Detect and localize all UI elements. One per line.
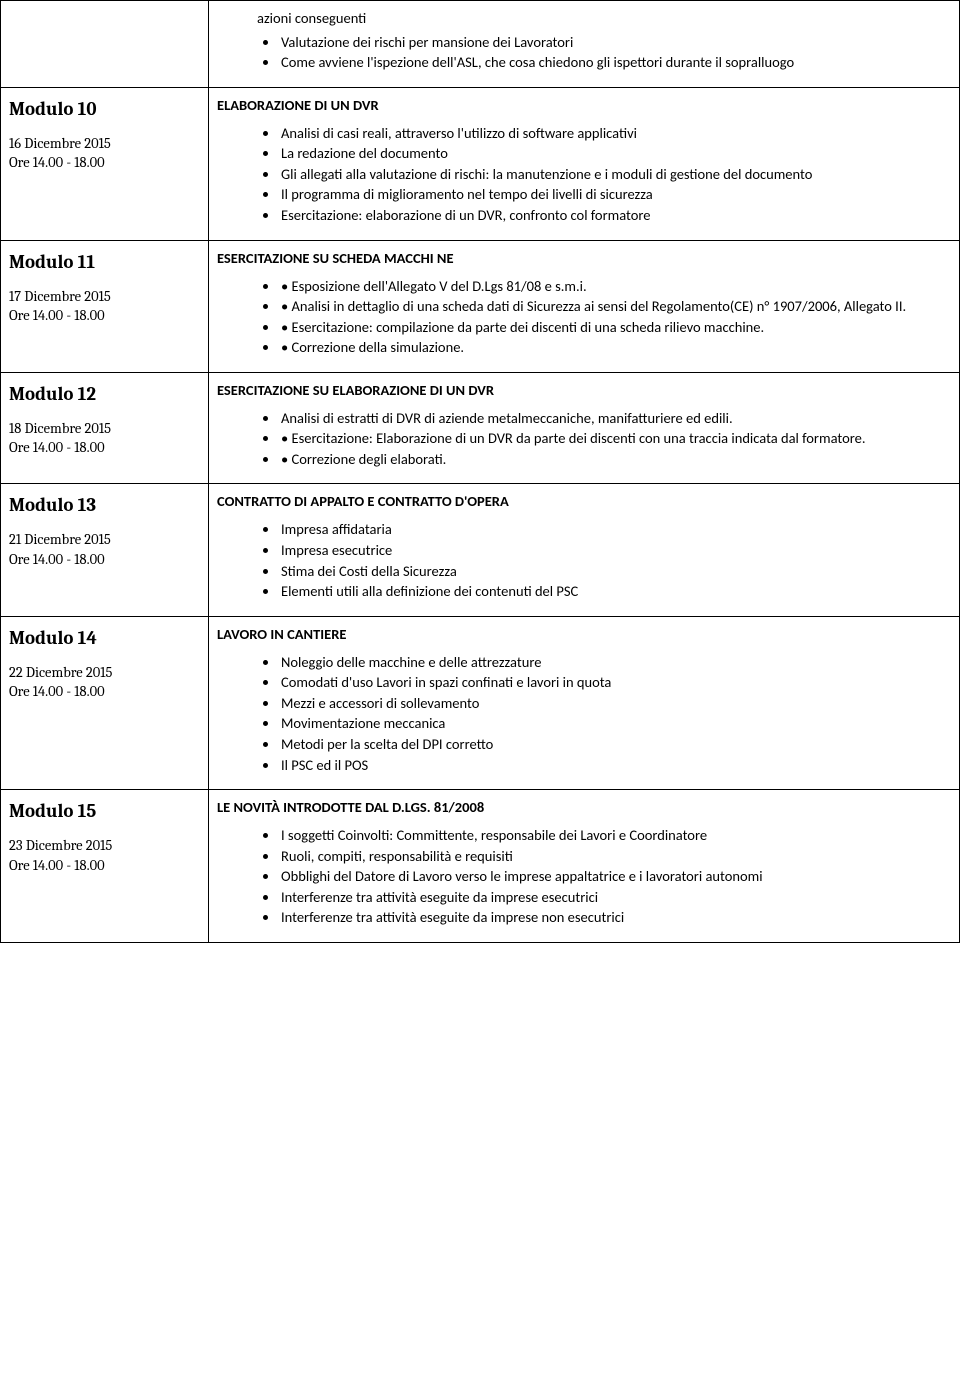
table-row: Modulo 15 23 Dicembre 2015 Ore 14.00 - 1…	[1, 790, 960, 943]
list-item: Esercitazione: elaborazione di un DVR, c…	[279, 206, 951, 226]
module-title: Modulo 15	[9, 800, 200, 822]
content-bullets: I soggetti Coinvolti: Committente, respo…	[217, 826, 951, 928]
module-title: Modulo 13	[9, 494, 200, 516]
list-item: Obblighi del Datore di Lavoro verso le i…	[279, 867, 951, 887]
module-date: 17 Dicembre 2015	[9, 287, 200, 307]
section-title: ESERCITAZIONE SU ELABORAZIONE DI UN DVR	[217, 381, 951, 399]
list-item: Mezzi e accessori di sollevamento	[279, 694, 951, 714]
content-cell: CONTRATTO DI APPALTO E CONTRATTO D'OPERA…	[209, 484, 960, 616]
list-item: Valutazione dei rischi per mansione dei …	[279, 33, 951, 53]
intro-lead: azioni conseguenti	[257, 9, 951, 29]
syllabus-table: azioni conseguenti Valutazione dei risch…	[0, 0, 960, 943]
list-item: • Correzione della simulazione.	[279, 338, 951, 358]
section-title: ELABORAZIONE DI UN DVR	[217, 96, 951, 114]
list-item: • Esercitazione: Elaborazione di un DVR …	[279, 429, 951, 449]
list-item: • Correzione degli elaborati.	[279, 450, 951, 470]
intro-left-empty	[1, 1, 209, 88]
section-title: LE NOVITÀ INTRODOTTE DAL D.LGS. 81/2008	[217, 798, 951, 816]
module-cell: Modulo 10 16 Dicembre 2015 Ore 14.00 - 1…	[1, 87, 209, 240]
intro-bullets: Valutazione dei rischi per mansione dei …	[217, 33, 951, 73]
module-time: Ore 14.00 - 18.00	[9, 153, 200, 173]
table-row: Modulo 12 18 Dicembre 2015 Ore 14.00 - 1…	[1, 372, 960, 484]
list-item: Elementi utili alla definizione dei cont…	[279, 582, 951, 602]
intro-content: azioni conseguenti Valutazione dei risch…	[209, 1, 960, 88]
module-time: Ore 14.00 - 18.00	[9, 438, 200, 458]
list-item: Il PSC ed il POS	[279, 756, 951, 776]
module-title: Modulo 14	[9, 627, 200, 649]
table-row: Modulo 13 21 Dicembre 2015 Ore 14.00 - 1…	[1, 484, 960, 616]
module-cell: Modulo 11 17 Dicembre 2015 Ore 14.00 - 1…	[1, 240, 209, 372]
list-item: Interferenze tra attività eseguite da im…	[279, 908, 951, 928]
content-bullets: Analisi di estratti di DVR di aziende me…	[217, 409, 951, 470]
table-row: Modulo 14 22 Dicembre 2015 Ore 14.00 - 1…	[1, 616, 960, 789]
list-item: Interferenze tra attività eseguite da im…	[279, 888, 951, 908]
list-item: • Analisi in dettaglio di una scheda dat…	[279, 297, 951, 317]
list-item: Come avviene l'ispezione dell'ASL, che c…	[279, 53, 951, 73]
module-time: Ore 14.00 - 18.00	[9, 682, 200, 702]
list-item: Stima dei Costi della Sicurezza	[279, 562, 951, 582]
content-bullets: Impresa affidataria Impresa esecutrice S…	[217, 520, 951, 601]
list-item: • Esposizione dell'Allegato V del D.Lgs …	[279, 277, 951, 297]
list-item: Analisi di casi reali, attraverso l'util…	[279, 124, 951, 144]
module-date: 21 Dicembre 2015	[9, 530, 200, 550]
content-cell: ELABORAZIONE DI UN DVR Analisi di casi r…	[209, 87, 960, 240]
section-title: LAVORO IN CANTIERE	[217, 625, 951, 643]
section-title: CONTRATTO DI APPALTO E CONTRATTO D'OPERA	[217, 492, 951, 510]
module-date: 18 Dicembre 2015	[9, 419, 200, 439]
list-item: • Esercitazione: compilazione da parte d…	[279, 318, 951, 338]
module-cell: Modulo 12 18 Dicembre 2015 Ore 14.00 - 1…	[1, 372, 209, 484]
list-item: Gli allegati alla valutazione di rischi:…	[279, 165, 951, 185]
table-row: Modulo 10 16 Dicembre 2015 Ore 14.00 - 1…	[1, 87, 960, 240]
content-bullets: Analisi di casi reali, attraverso l'util…	[217, 124, 951, 226]
module-title: Modulo 11	[9, 251, 200, 273]
module-cell: Modulo 14 22 Dicembre 2015 Ore 14.00 - 1…	[1, 616, 209, 789]
module-time: Ore 14.00 - 18.00	[9, 856, 200, 876]
module-cell: Modulo 15 23 Dicembre 2015 Ore 14.00 - 1…	[1, 790, 209, 943]
list-item: I soggetti Coinvolti: Committente, respo…	[279, 826, 951, 846]
content-cell: ESERCITAZIONE SU ELABORAZIONE DI UN DVR …	[209, 372, 960, 484]
section-title: ESERCITAZIONE SU SCHEDA MACCHI NE	[217, 249, 951, 267]
list-item: Movimentazione meccanica	[279, 714, 951, 734]
content-bullets: Noleggio delle macchine e delle attrezza…	[217, 653, 951, 775]
list-item: La redazione del documento	[279, 144, 951, 164]
module-date: 23 Dicembre 2015	[9, 836, 200, 856]
content-cell: ESERCITAZIONE SU SCHEDA MACCHI NE • Espo…	[209, 240, 960, 372]
module-time: Ore 14.00 - 18.00	[9, 306, 200, 326]
list-item: Il programma di miglioramento nel tempo …	[279, 185, 951, 205]
list-item: Impresa affidataria	[279, 520, 951, 540]
content-cell: LE NOVITÀ INTRODOTTE DAL D.LGS. 81/2008 …	[209, 790, 960, 943]
module-time: Ore 14.00 - 18.00	[9, 550, 200, 570]
list-item: Metodi per la scelta del DPI corretto	[279, 735, 951, 755]
list-item: Noleggio delle macchine e delle attrezza…	[279, 653, 951, 673]
module-title: Modulo 10	[9, 98, 200, 120]
list-item: Impresa esecutrice	[279, 541, 951, 561]
module-title: Modulo 12	[9, 383, 200, 405]
module-cell: Modulo 13 21 Dicembre 2015 Ore 14.00 - 1…	[1, 484, 209, 616]
list-item: Comodati d'uso Lavori in spazi confinati…	[279, 673, 951, 693]
table-row: Modulo 11 17 Dicembre 2015 Ore 14.00 - 1…	[1, 240, 960, 372]
content-bullets: • Esposizione dell'Allegato V del D.Lgs …	[217, 277, 951, 358]
table-row-intro: azioni conseguenti Valutazione dei risch…	[1, 1, 960, 88]
list-item: Ruoli, compiti, responsabilità e requisi…	[279, 847, 951, 867]
list-item: Analisi di estratti di DVR di aziende me…	[279, 409, 951, 429]
content-cell: LAVORO IN CANTIERE Noleggio delle macchi…	[209, 616, 960, 789]
module-date: 22 Dicembre 2015	[9, 663, 200, 683]
module-date: 16 Dicembre 2015	[9, 134, 200, 154]
